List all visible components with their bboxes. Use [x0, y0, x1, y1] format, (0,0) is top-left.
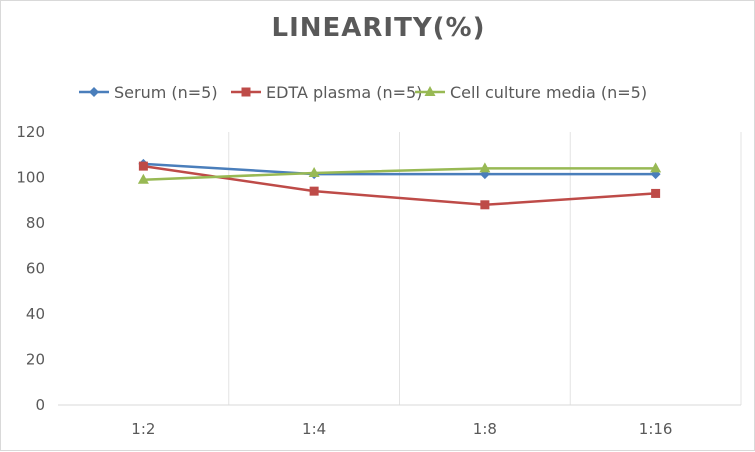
- y-tick-label: 100: [16, 169, 45, 187]
- data-point: [138, 161, 148, 171]
- y-tick-label: 120: [16, 123, 45, 141]
- legend-marker: [241, 87, 251, 97]
- y-tick-label: 0: [35, 396, 45, 414]
- y-tick-label: 20: [26, 351, 45, 369]
- chart-title: LINEARITY(%): [271, 13, 486, 43]
- data-point: [309, 186, 319, 196]
- data-point: [650, 162, 662, 173]
- data-point: [480, 200, 490, 210]
- legend-label: Serum (n=5): [114, 83, 218, 102]
- y-tick-label: 40: [26, 305, 45, 323]
- y-tick-label: 60: [26, 260, 45, 278]
- legend-label: EDTA plasma (n=5): [266, 83, 422, 102]
- x-tick-label: 1:16: [639, 420, 673, 438]
- x-tick-label: 1:4: [302, 420, 326, 438]
- legend-marker: [89, 87, 99, 97]
- series-line: [143, 162, 656, 176]
- data-point: [651, 188, 661, 198]
- legend-label: Cell culture media (n=5): [450, 83, 647, 102]
- x-tick-label: 1:2: [131, 420, 155, 438]
- series-line: [143, 167, 656, 182]
- legend-marker: [424, 86, 436, 96]
- series-line: [143, 164, 656, 207]
- data-point: [308, 166, 320, 177]
- y-tick-label: 80: [26, 214, 45, 232]
- data-point: [479, 162, 491, 173]
- x-tick-label: 1:8: [473, 420, 497, 438]
- data-point: [137, 173, 149, 184]
